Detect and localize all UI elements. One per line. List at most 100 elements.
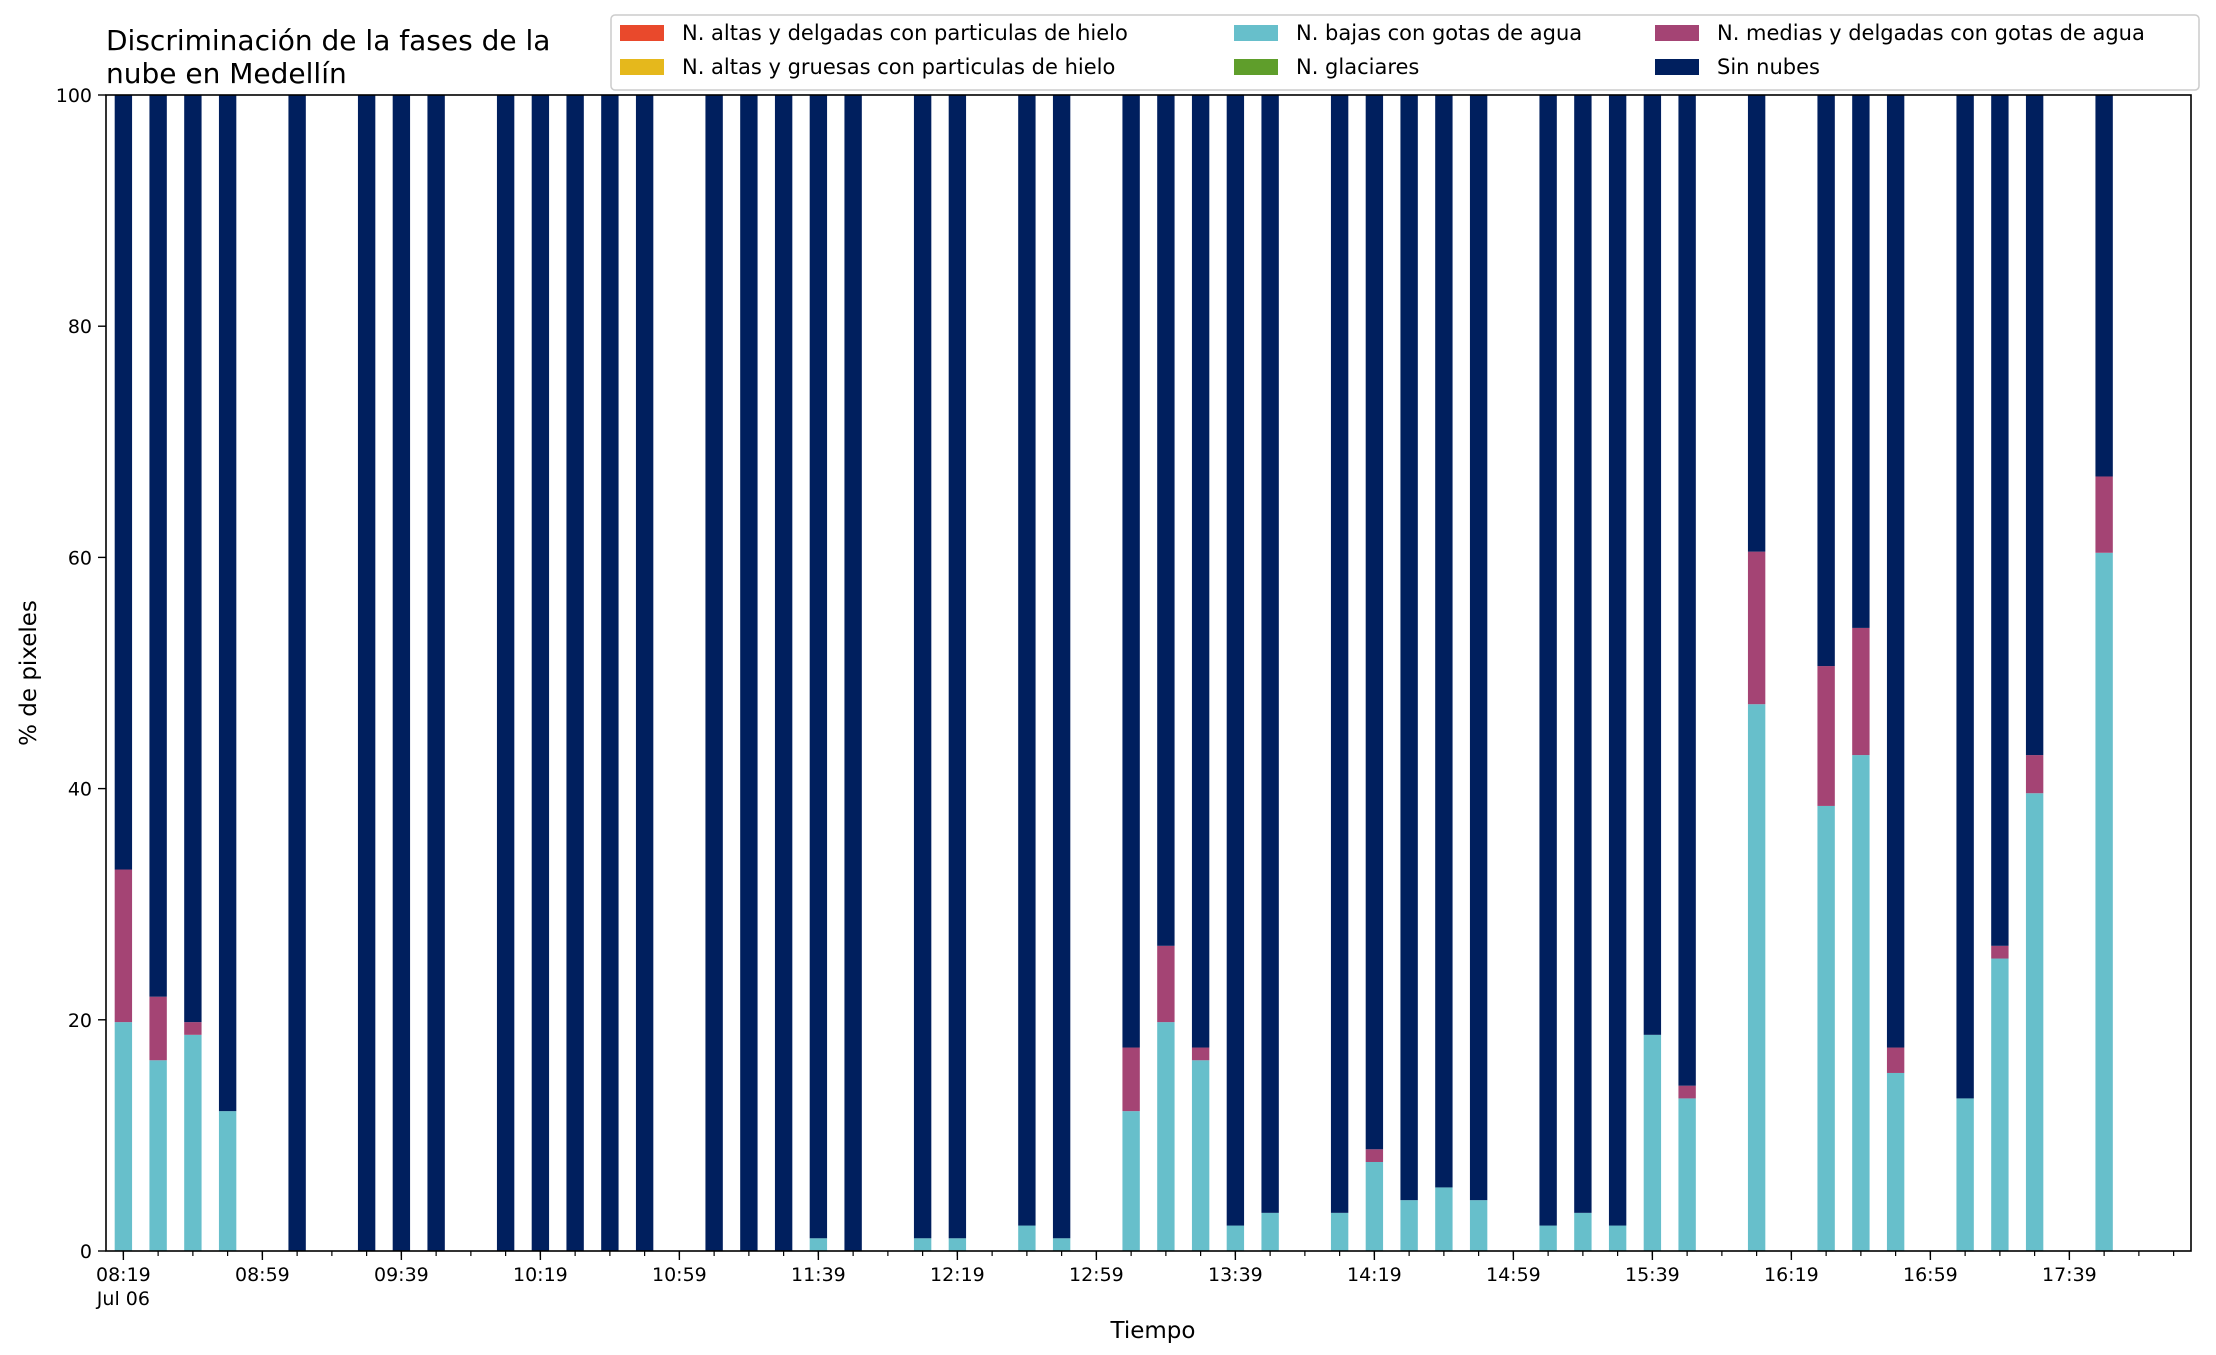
bar-segment-1549-series-2	[1678, 1098, 1696, 1251]
bar-segment-1719-series-4	[1991, 945, 2009, 959]
x-tick-label: 14:19	[1347, 1264, 1402, 1286]
x-tick-label: 11:39	[791, 1264, 846, 1286]
legend-swatch	[1655, 59, 1699, 75]
bar-segment-1729-series-5	[2025, 95, 2044, 756]
bar-segment-1349-series-5	[1261, 95, 1279, 1213]
bar-segment-1309-series-2	[1122, 1111, 1140, 1251]
bar-segment-1749-series-2	[2095, 552, 2113, 1251]
bar-segment-0909-series-5	[288, 95, 306, 1251]
bar-segment-1339-series-2	[1226, 1225, 1245, 1251]
chart-title-line-2: nube en Medellín	[106, 57, 347, 90]
legend-swatch	[620, 59, 664, 75]
legend-label: Sin nubes	[1717, 55, 1820, 79]
bar-segment-0839-series-2	[184, 1034, 202, 1251]
y-tick-label: 60	[68, 547, 92, 569]
bar-segment-1029-series-5	[566, 95, 584, 1251]
chart-title-line-1: Discriminación de la fases de la	[106, 24, 550, 57]
bar-segment-1449-series-2	[1469, 1200, 1488, 1251]
x-tick-date-label: Jul 06	[96, 1288, 150, 1310]
bar-segment-1509-series-5	[1539, 95, 1557, 1226]
bar-segment-1019-series-5	[531, 95, 550, 1251]
x-tick-label: 13:39	[1208, 1264, 1263, 1286]
x-tick-label: 16:59	[1903, 1264, 1958, 1286]
bar-segment-1609-series-4	[1747, 551, 1766, 705]
bar-segment-1539-series-5	[1643, 95, 1662, 1035]
bar-segment-1529-series-2	[1608, 1225, 1627, 1251]
x-tick-label: 15:39	[1625, 1264, 1680, 1286]
bar-segment-1439-series-5	[1435, 95, 1453, 1188]
y-tick-label: 0	[80, 1241, 92, 1263]
legend-label: N. altas y gruesas con particulas de hie…	[682, 55, 1115, 79]
bar-segment-1749-series-5	[2095, 95, 2113, 477]
x-tick-label: 09:39	[374, 1264, 429, 1286]
bar-segment-1639-series-2	[1852, 755, 1870, 1251]
bar-segment-1429-series-5	[1400, 95, 1418, 1201]
x-tick-label: 10:19	[513, 1264, 568, 1286]
bar-segment-1629-series-5	[1817, 95, 1835, 667]
legend-swatch	[1655, 25, 1699, 41]
bar-segment-1249-series-5	[1052, 95, 1071, 1239]
bar-segment-1349-series-2	[1261, 1212, 1279, 1251]
bar-segment-1209-series-2	[913, 1238, 932, 1251]
bar-segment-1719-series-2	[1991, 958, 2009, 1251]
bar-segment-1039-series-5	[601, 95, 619, 1251]
bar-segment-1009-series-5	[496, 95, 515, 1251]
bar-segment-1509-series-2	[1539, 1225, 1557, 1251]
y-axis: 0 20 40 60 80 100	[56, 85, 106, 1263]
bar-segment-1729-series-2	[2025, 793, 2044, 1251]
legend-swatch	[620, 25, 664, 41]
y-axis-label: % de pixeles	[16, 600, 42, 746]
bar-segment-0819-series-5	[114, 95, 133, 870]
bar-segment-1639-series-4	[1852, 627, 1870, 756]
bar-segment-0829-series-5	[149, 95, 167, 997]
bar-segment-1249-series-2	[1052, 1238, 1071, 1251]
x-axis-label: Tiempo	[1110, 1318, 1196, 1344]
bar-segment-0849-series-2	[218, 1111, 237, 1251]
legend-box	[610, 14, 2200, 91]
bar-segment-0839-series-4	[184, 1022, 202, 1035]
bar-segment-1309-series-4	[1122, 1047, 1140, 1112]
bar-segment-1329-series-5	[1191, 95, 1210, 1048]
bar-segment-0949-series-5	[427, 95, 445, 1251]
bar-segment-1429-series-2	[1400, 1200, 1418, 1251]
legend-swatch	[1234, 59, 1278, 75]
bar-segment-1649-series-5	[1886, 95, 1905, 1048]
bar-segment-1609-series-2	[1747, 704, 1766, 1251]
y-tick-label: 80	[68, 316, 92, 338]
bar-segment-1519-series-2	[1574, 1212, 1592, 1251]
bar-segment-1239-series-5	[1018, 95, 1036, 1226]
bar-segment-1129-series-5	[774, 95, 793, 1251]
bar-segment-1339-series-5	[1226, 95, 1245, 1226]
bar-segment-1139-series-5	[809, 95, 828, 1239]
bar-segment-1639-series-5	[1852, 95, 1870, 628]
bar-segment-0819-series-4	[114, 869, 133, 1023]
y-tick-label: 100	[56, 85, 92, 107]
bar-segment-1439-series-2	[1435, 1187, 1453, 1251]
x-tick-label: 12:59	[1069, 1264, 1124, 1286]
bar-segment-1749-series-4	[2095, 476, 2113, 553]
bar-segment-1549-series-4	[1678, 1085, 1696, 1099]
bar-segment-1629-series-2	[1817, 805, 1835, 1251]
bar-segment-1539-series-2	[1643, 1034, 1662, 1251]
bar-segment-1219-series-5	[948, 95, 967, 1239]
bar-segment-1329-series-4	[1191, 1047, 1210, 1061]
x-tick-label: 16:19	[1764, 1264, 1819, 1286]
bar-segment-0849-series-5	[218, 95, 237, 1112]
bar-segment-1649-series-2	[1886, 1072, 1905, 1251]
bar-segment-1319-series-5	[1157, 95, 1175, 946]
bar-segment-0839-series-5	[184, 95, 202, 1023]
plot-frame	[105, 94, 2192, 1252]
x-tick-label: 17:39	[2042, 1264, 2097, 1286]
x-tick-label: 10:59	[652, 1264, 707, 1286]
bar-segment-1319-series-4	[1157, 945, 1175, 1023]
bar-segment-1109-series-5	[705, 95, 723, 1251]
legend-label: N. medias y delgadas con gotas de agua	[1717, 21, 2145, 45]
bar-segment-1449-series-5	[1469, 95, 1488, 1201]
legend-label: N. glaciares	[1296, 55, 1419, 79]
bar-segment-1309-series-5	[1122, 95, 1140, 1048]
bar-segment-0829-series-2	[149, 1060, 167, 1251]
bar-segment-1409-series-5	[1330, 95, 1349, 1213]
bar-segment-0929-series-5	[357, 95, 376, 1251]
